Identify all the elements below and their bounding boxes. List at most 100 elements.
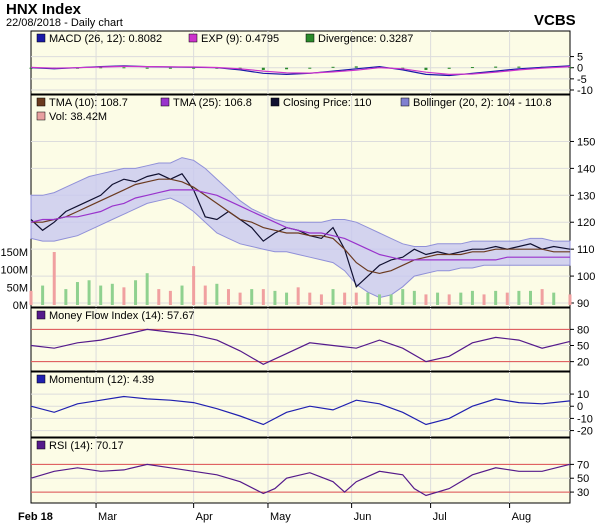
volume-bar xyxy=(168,290,172,305)
volume-bar xyxy=(517,290,521,305)
x-axis-label: Feb 18 xyxy=(18,511,53,523)
momentum-y-tick-label: -10 xyxy=(577,413,593,425)
volume-bar xyxy=(215,283,219,305)
price-legend-swatch xyxy=(36,97,46,107)
volume-bar xyxy=(52,252,56,305)
volume-bar xyxy=(134,280,138,305)
macd-divergence-bar xyxy=(494,66,498,68)
x-axis-label: Jun xyxy=(354,511,372,523)
volume-bar xyxy=(568,294,572,305)
price-y-tick-label: 150 xyxy=(577,136,595,148)
price-series-tma-10- xyxy=(31,178,570,275)
price-y-tick-label: 90 xyxy=(577,298,589,310)
momentum-legend-swatch xyxy=(36,374,46,384)
macd-legend-swatch xyxy=(36,33,46,43)
x-axis-label: Apr xyxy=(196,511,213,523)
macd-divergence-bar xyxy=(168,67,172,69)
volume-bar xyxy=(470,290,474,305)
macd-y-tick-label: -10 xyxy=(577,85,593,97)
price-legend-swatch xyxy=(400,97,410,107)
volume-bar xyxy=(145,273,149,305)
macd-legend-label: EXP (9): 0.4795 xyxy=(201,33,279,45)
volume-bar xyxy=(343,292,347,305)
volume-bar xyxy=(482,294,486,305)
volume-bar xyxy=(41,285,45,305)
volume-tick-label: 50M xyxy=(7,282,28,294)
volume-bar xyxy=(29,290,33,305)
volume-bar xyxy=(412,290,416,305)
macd-divergence-bar xyxy=(145,67,149,69)
momentum-panel xyxy=(30,371,571,438)
price-legend-label: Vol: 38.42M xyxy=(49,111,107,123)
volume-bar xyxy=(447,294,451,305)
volume-bar xyxy=(238,292,242,305)
macd-panel xyxy=(30,30,571,95)
x-axis-label: Aug xyxy=(512,511,532,523)
volume-bar xyxy=(261,289,265,305)
volume-bar xyxy=(87,280,91,305)
volume-bar xyxy=(354,292,358,305)
price-legend-swatch xyxy=(36,111,46,121)
macd-divergence-bar xyxy=(192,67,196,69)
volume-bar xyxy=(250,289,254,305)
mfi-y-tick-label: 20 xyxy=(577,357,589,369)
volume-bar xyxy=(366,292,370,305)
momentum-series-momentum xyxy=(30,395,571,426)
volume-bar xyxy=(552,292,556,305)
volume-bar xyxy=(424,294,428,305)
rsi-series-rsi xyxy=(30,463,571,497)
volume-tick-label: 0M xyxy=(13,300,28,312)
price-series-tma-25- xyxy=(30,189,570,261)
volume-bar xyxy=(389,294,393,305)
macd-divergence-bar xyxy=(517,66,521,68)
volume-bar xyxy=(529,290,533,305)
mfi-series-money-flow-index xyxy=(30,328,571,365)
x-axis-label: May xyxy=(270,511,291,523)
price-legend-label: TMA (10): 108.7 xyxy=(49,97,128,109)
macd-divergence-bar xyxy=(122,67,126,69)
volume-bar xyxy=(122,287,126,305)
volume-bar xyxy=(296,287,300,305)
momentum-y-tick-label: 0 xyxy=(577,401,583,413)
volume-bar xyxy=(319,294,323,305)
price-y-tick-label: 100 xyxy=(577,271,595,283)
volume-bar xyxy=(157,289,161,305)
volume-bar xyxy=(192,266,196,305)
price-legend-label: TMA (25): 106.8 xyxy=(173,97,252,109)
mfi-y-tick-label: 80 xyxy=(577,324,589,336)
macd-divergence-bar xyxy=(99,67,103,69)
macd-legend-label: MACD (26, 12): 0.8082 xyxy=(49,33,162,45)
price-legend-swatch xyxy=(160,97,170,107)
volume-bar xyxy=(110,283,114,305)
chart-title: HNX Index xyxy=(6,1,82,18)
bollinger-band xyxy=(30,157,571,299)
macd-y-tick-label: -5 xyxy=(577,74,587,86)
volume-bar xyxy=(505,292,509,305)
price-y-tick-label: 110 xyxy=(577,244,595,256)
price-legend-label: Bollinger (20, 2): 104 - 110.8 xyxy=(413,97,552,109)
price-y-tick-label: 120 xyxy=(577,217,595,229)
macd-divergence-bar xyxy=(331,66,335,68)
rsi-legend-swatch xyxy=(36,440,46,450)
rsi-y-tick-label: 50 xyxy=(577,473,589,485)
macd-divergence-bar xyxy=(308,67,312,69)
macd-series-exp xyxy=(30,65,571,76)
volume-bar xyxy=(308,292,312,305)
volume-bar xyxy=(285,292,289,305)
macd-divergence-bar xyxy=(285,67,289,70)
mfi-legend-label: Money Flow Index (14): 57.67 xyxy=(49,310,195,322)
volume-bar xyxy=(203,285,207,305)
macd-divergence-bar xyxy=(354,66,358,68)
volume-bar xyxy=(226,289,230,305)
macd-y-tick-label: 5 xyxy=(577,52,583,64)
volume-bar xyxy=(436,292,440,305)
volume-bar xyxy=(401,289,405,305)
volume-tick-label: 100M xyxy=(0,265,28,277)
macd-legend-swatch xyxy=(305,33,315,43)
x-axis-label: Jul xyxy=(433,511,447,523)
volume-bar xyxy=(99,285,103,305)
volume-bar xyxy=(75,282,79,305)
macd-divergence-bar xyxy=(568,67,572,69)
macd-divergence-bar xyxy=(447,67,451,69)
